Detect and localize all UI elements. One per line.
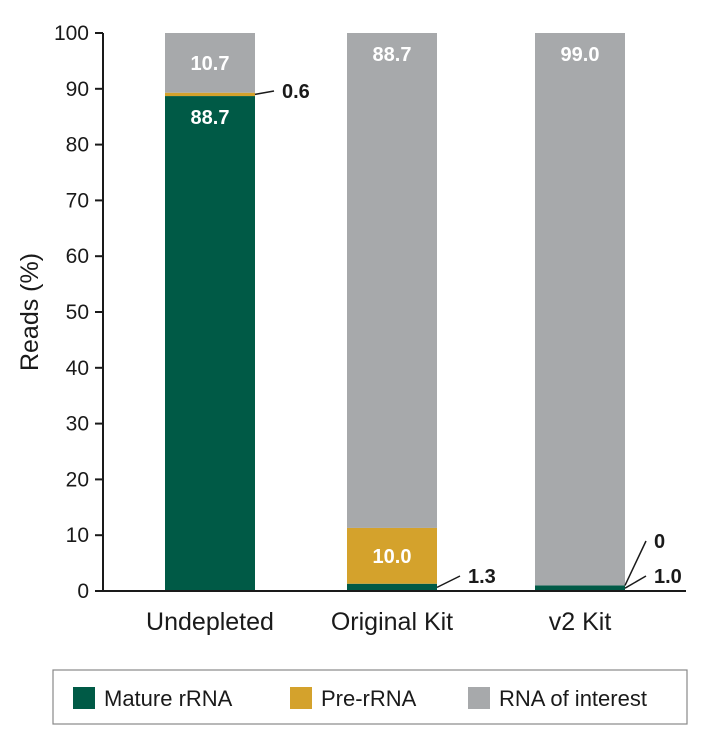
data-label-leader-1 — [254, 90, 275, 96]
x-tick-label-0: Undepleted — [146, 608, 274, 636]
y-tick-label-100: 100 — [54, 22, 89, 45]
y-axis-title: Reads (%) — [16, 253, 44, 371]
data-label-1: 0.6 — [282, 81, 310, 103]
y-tick-label-80: 80 — [66, 134, 89, 157]
legend-swatch-pre-rrna — [290, 687, 312, 709]
legend-label-pre-rrna: Pre-rRNA — [321, 686, 417, 711]
bar-rna-of-interest-1 — [347, 33, 437, 528]
data-label-leader-8 — [624, 575, 647, 589]
data-label-4: 10.0 — [373, 546, 412, 568]
y-tick-label-0: 0 — [77, 580, 89, 603]
y-tick-label-90: 90 — [66, 78, 89, 101]
y-tick-label-20: 20 — [66, 468, 89, 491]
bar-pre-rrna-1 — [347, 527, 437, 584]
y-tick-label-30: 30 — [66, 413, 89, 436]
bar-rna-of-interest-2 — [535, 33, 625, 586]
data-label-0: 10.7 — [191, 53, 230, 75]
bar-mature-rrna-2 — [535, 585, 625, 591]
legend-box — [52, 669, 688, 725]
legend-swatch-rna-of-interest — [468, 687, 490, 709]
data-label-6: 99.0 — [561, 44, 600, 66]
y-tick-label-40: 40 — [66, 357, 89, 380]
y-tick-label-70: 70 — [66, 189, 89, 212]
bar-rna-of-interest-0 — [165, 33, 255, 93]
x-tick-label-2: v2 Kit — [549, 608, 612, 636]
legend-swatch-mature-rrna — [73, 687, 95, 709]
bar-mature-rrna-1 — [347, 583, 437, 591]
y-tick-label-10: 10 — [66, 524, 89, 547]
data-label-leader-7 — [624, 540, 647, 586]
legend-label-mature-rrna: Mature rRNA — [104, 686, 233, 711]
y-tick-label-60: 60 — [66, 245, 89, 268]
data-label-7: 0 — [654, 531, 665, 553]
y-tick-label-50: 50 — [66, 301, 89, 324]
data-label-leader-5 — [436, 575, 461, 589]
data-label-5: 1.3 — [468, 566, 496, 588]
data-label-8: 1.0 — [654, 566, 682, 588]
bar-mature-rrna-0 — [165, 96, 255, 591]
data-label-2: 88.7 — [191, 107, 230, 129]
legend-label-rna-of-interest: RNA of interest — [499, 686, 647, 711]
x-tick-label-1: Original Kit — [331, 608, 453, 636]
bar-pre-rrna-0 — [165, 92, 255, 97]
data-label-3: 88.7 — [373, 44, 412, 66]
